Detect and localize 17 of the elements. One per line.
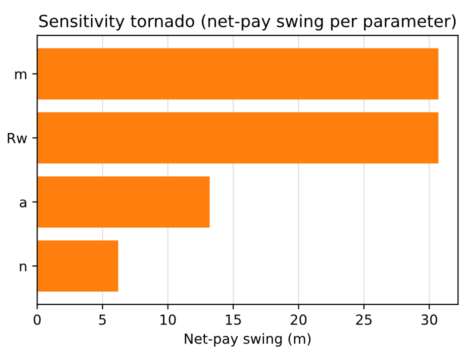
x-tick-label: 10 xyxy=(160,314,176,325)
x-tick-label: 25 xyxy=(356,314,372,325)
bar xyxy=(37,176,210,228)
x-tick-label: 0 xyxy=(34,314,41,325)
y-tick-label: n xyxy=(20,264,26,272)
x-tick-label: 5 xyxy=(99,314,106,325)
x-tick-label: 15 xyxy=(226,314,241,325)
x-tick-label: 20 xyxy=(290,314,306,325)
bar xyxy=(37,112,438,164)
bar xyxy=(37,48,438,100)
y-tick-label: m xyxy=(15,71,26,80)
chart-title: Sensitivity tornado (net-pay swing per parameter) xyxy=(39,14,456,31)
y-tick-label: a xyxy=(20,199,26,208)
x-axis-title: Net-pay swing (m) xyxy=(184,333,311,347)
x-tick-label: 30 xyxy=(421,314,438,325)
y-tick-label: Rw xyxy=(8,133,27,144)
bar xyxy=(37,240,118,292)
